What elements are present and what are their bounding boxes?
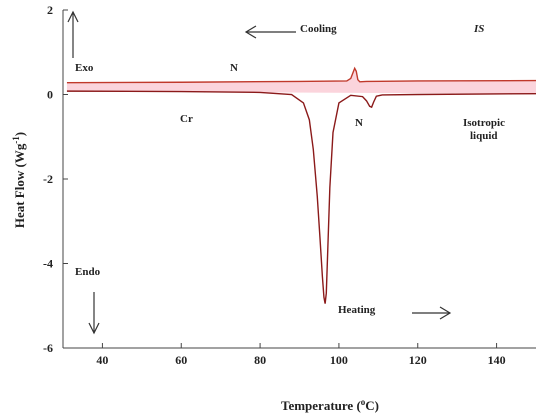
y-axis-title-end: ) bbox=[12, 132, 27, 136]
x-tick-label: 120 bbox=[409, 353, 427, 367]
y-tick-label: -4 bbox=[43, 257, 53, 271]
exo-arrow bbox=[67, 10, 79, 58]
y-tick-label: -2 bbox=[43, 172, 53, 186]
y-tick-label: 0 bbox=[47, 88, 53, 102]
endo-arrow bbox=[88, 292, 100, 335]
annotation-liquid: liquid bbox=[470, 130, 498, 142]
x-tick-label: 40 bbox=[96, 353, 108, 367]
heating-curve bbox=[66, 90, 537, 304]
x-tick-label: 80 bbox=[254, 353, 266, 367]
x-axis-title-unit: C) bbox=[365, 398, 379, 413]
x-axis-title-main: Temperature ( bbox=[281, 398, 361, 413]
x-tick-label: 140 bbox=[488, 353, 506, 367]
cooling-arrow bbox=[244, 25, 296, 39]
y-axis-title-main: Heat Flow (Wg bbox=[12, 143, 27, 228]
y-axis-title: Heat Flow (Wg-1) bbox=[11, 132, 27, 228]
annotation-n-top: N bbox=[230, 62, 238, 74]
annotation-endo: Endo bbox=[75, 266, 101, 278]
x-axis-title-degree: o bbox=[361, 397, 366, 407]
y-axis-title-sup: -1 bbox=[11, 136, 21, 144]
annotation-cooling: Cooling bbox=[300, 23, 337, 35]
annotation-cr: Cr bbox=[180, 113, 193, 125]
y-tick-label: 2 bbox=[47, 3, 53, 17]
heating-arrow bbox=[412, 306, 452, 320]
baseline-band bbox=[66, 68, 537, 94]
plot-area: 40 60 80 100 120 140 2 0 -2 -4 -6 bbox=[43, 3, 537, 367]
x-tick-label: 60 bbox=[175, 353, 187, 367]
annotation-is: IS bbox=[473, 23, 484, 35]
annotation-heating: Heating bbox=[338, 304, 376, 316]
annotation-exo: Exo bbox=[75, 62, 94, 74]
x-axis-title: Temperature (oC) bbox=[281, 397, 379, 413]
cooling-curve bbox=[66, 66, 537, 84]
annotation-n-mid: N bbox=[355, 117, 363, 129]
y-tick-label: -6 bbox=[43, 341, 53, 355]
x-tick-label: 100 bbox=[330, 353, 348, 367]
annotation-isotropic: Isotropic bbox=[463, 117, 505, 129]
